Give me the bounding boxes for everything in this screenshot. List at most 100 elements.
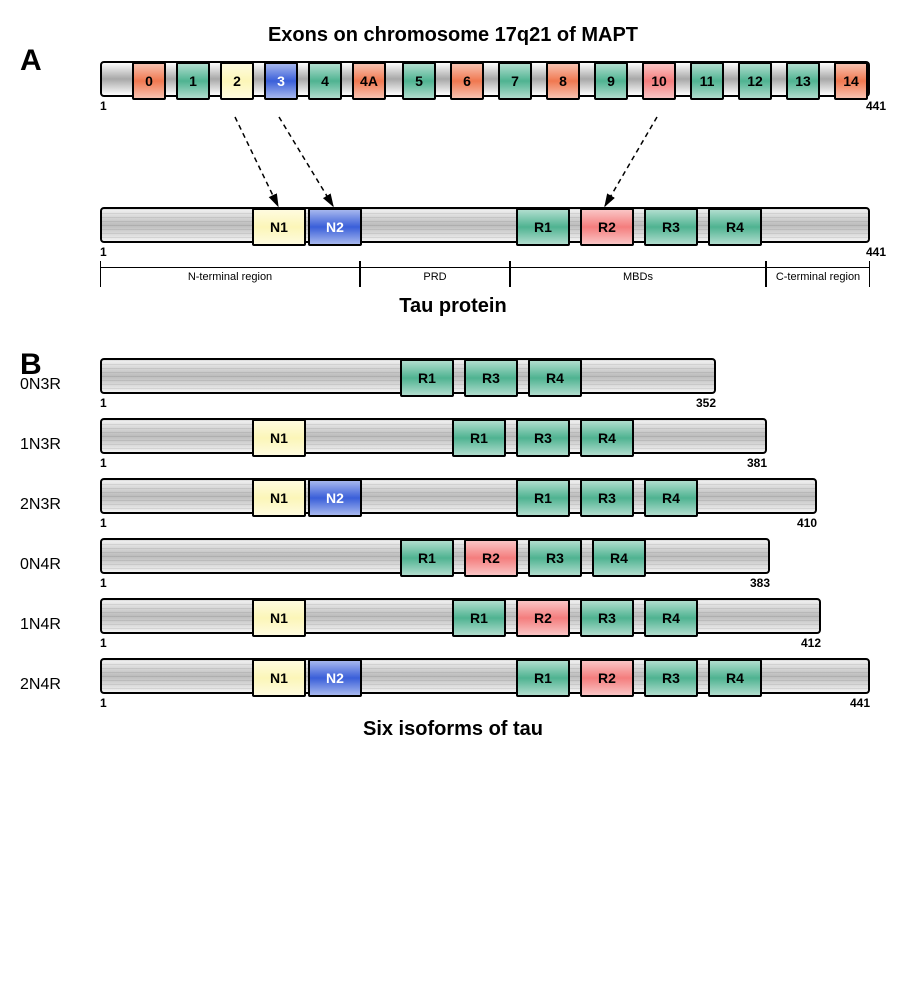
isoform-scale-left: 1 [100, 696, 107, 710]
domain-block: 10 [642, 62, 676, 100]
domain-block: 14 [834, 62, 868, 100]
figure: A Exons on chromosome 17q21 of MAPT 0123… [20, 20, 886, 741]
isoform-scale: 1 383 [100, 576, 770, 592]
protein-region: PRD [360, 261, 510, 287]
isoform-bar-wrap: N1R1R3R41381 [100, 418, 870, 472]
isoform-scale: 1381 [100, 456, 767, 472]
domain-block: R1 [400, 359, 454, 397]
isoform-scale-left: 1 [100, 516, 107, 530]
domain-block: 9 [594, 62, 628, 100]
panel-b-label: B [20, 348, 42, 382]
domain-block: R3 [516, 419, 570, 457]
isoform-bar: R1 R3 R4 [100, 358, 716, 394]
domain-block: R4 [580, 419, 634, 457]
domain-block: R2 [580, 659, 634, 697]
domain-block: R3 [644, 208, 698, 246]
domain-block: R3 [580, 599, 634, 637]
panel-b-title: Six isoforms of tau [20, 718, 886, 741]
domain-block: N2 [308, 659, 362, 697]
isoform-bar-wrap: N1N2R1R3R41410 [100, 478, 870, 532]
domain-block: R4 [644, 599, 698, 637]
isoform-label: 0N4R [20, 556, 100, 574]
domain-block: R2 [580, 208, 634, 246]
isoform-scale-left: 1 [100, 636, 107, 650]
domain-block: R3 [528, 539, 582, 577]
exon-scale: 1 441 [100, 99, 886, 115]
domain-block: R3 [644, 659, 698, 697]
domain-block: 0 [132, 62, 166, 100]
domain-block: 11 [690, 62, 724, 100]
domain-block: R1 [400, 539, 454, 577]
isoform-bar: R1 R2 R3 R4 [100, 538, 770, 574]
domain-block: R1 [452, 599, 506, 637]
splice-arrow [235, 117, 278, 206]
domain-block: 1 [176, 62, 210, 100]
domain-block: 8 [546, 62, 580, 100]
domain-block: R1 [452, 419, 506, 457]
domain-block: R4 [644, 479, 698, 517]
isoform-bar: N1R1R3R4 [100, 418, 767, 454]
domain-block: R2 [516, 599, 570, 637]
domain-block: R1 [516, 479, 570, 517]
isoform-scale: 1 412 [100, 636, 821, 652]
exon-bar: 012344A567891011121314 [100, 61, 870, 97]
panel-b: B 0N3RR1R3R413521N3RN1R1R3R413812N3RN1N2… [20, 358, 886, 741]
domain-block: N2 [308, 208, 362, 246]
domain-block: R1 [516, 208, 570, 246]
domain-block: 7 [498, 62, 532, 100]
domain-block: R1 [516, 659, 570, 697]
isoform-scale-right: 383 [750, 576, 770, 590]
protein-scale-left: 1 [100, 245, 107, 259]
isoform-label: 1N4R [20, 616, 100, 634]
isoform-scale: 1 441 [100, 696, 870, 712]
isoform-scale-left: 1 [100, 396, 107, 410]
domain-block: 3 [264, 62, 298, 100]
domain-block: 12 [738, 62, 772, 100]
isoform-scale-left: 1 [100, 576, 107, 590]
domain-block: R4 [708, 659, 762, 697]
domain-block: 13 [786, 62, 820, 100]
isoform-row: 2N4R N1N2 R1 R2 R3 R4 1 441 [20, 658, 886, 712]
domain-block: 4 [308, 62, 342, 100]
domain-block: 6 [450, 62, 484, 100]
splice-arrow [605, 117, 657, 206]
isoform-bar-wrap: R1R3R41352 [100, 358, 870, 412]
domain-block: N1 [252, 208, 306, 246]
isoform-scale-right: 441 [850, 696, 870, 710]
isoform-row: 0N4R R1 R2 R3 R4 1 383 [20, 538, 886, 592]
exon-scale-left: 1 [100, 99, 107, 113]
isoform-row: 0N3RR1R3R41352 [20, 358, 886, 412]
isoform-label: 1N3R [20, 436, 100, 454]
protein-region-label: PRD [361, 271, 509, 283]
domain-block: R3 [464, 359, 518, 397]
protein-region: N-terminal region [100, 261, 360, 287]
protein-region: C-terminal region [766, 261, 870, 287]
protein-region-label: MBDs [511, 271, 765, 283]
panel-a-title-bottom: Tau protein [20, 295, 886, 318]
domain-block: R4 [528, 359, 582, 397]
domain-block: N1 [252, 479, 306, 517]
domain-block: N1 [252, 599, 306, 637]
panel-a: A Exons on chromosome 17q21 of MAPT 0123… [20, 20, 886, 318]
isoform-bar: N1N2 R1 R2 R3 R4 [100, 658, 870, 694]
protein-region-label: C-terminal region [767, 271, 869, 283]
isoform-bar-wrap: N1 R1 R2 R3 R4 1 412 [100, 598, 870, 652]
exon-scale-right: 441 [866, 99, 886, 113]
domain-block: 2 [220, 62, 254, 100]
splice-arrow [279, 117, 333, 206]
domain-block: R3 [580, 479, 634, 517]
domain-block: N1 [252, 659, 306, 697]
isoform-scale-right: 412 [801, 636, 821, 650]
isoform-row: 2N3RN1N2R1R3R41410 [20, 478, 886, 532]
isoform-bar-wrap: R1 R2 R3 R4 1 383 [100, 538, 870, 592]
isoform-list: 0N3RR1R3R413521N3RN1R1R3R413812N3RN1N2R1… [20, 358, 886, 712]
domain-block: R4 [592, 539, 646, 577]
isoform-bar: N1 R1 R2 R3 R4 [100, 598, 821, 634]
isoform-label: 2N4R [20, 676, 100, 694]
protein-bar-wrap: N1N2R1R2R3R4 1 441 N-terminal regionPRDM… [100, 207, 886, 291]
domain-block: R2 [464, 539, 518, 577]
domain-block: N2 [308, 479, 362, 517]
isoform-scale-left: 1 [100, 456, 107, 470]
protein-regions: N-terminal regionPRDMBDsC-terminal regio… [100, 261, 870, 291]
isoform-bar-wrap: N1N2 R1 R2 R3 R4 1 441 [100, 658, 870, 712]
